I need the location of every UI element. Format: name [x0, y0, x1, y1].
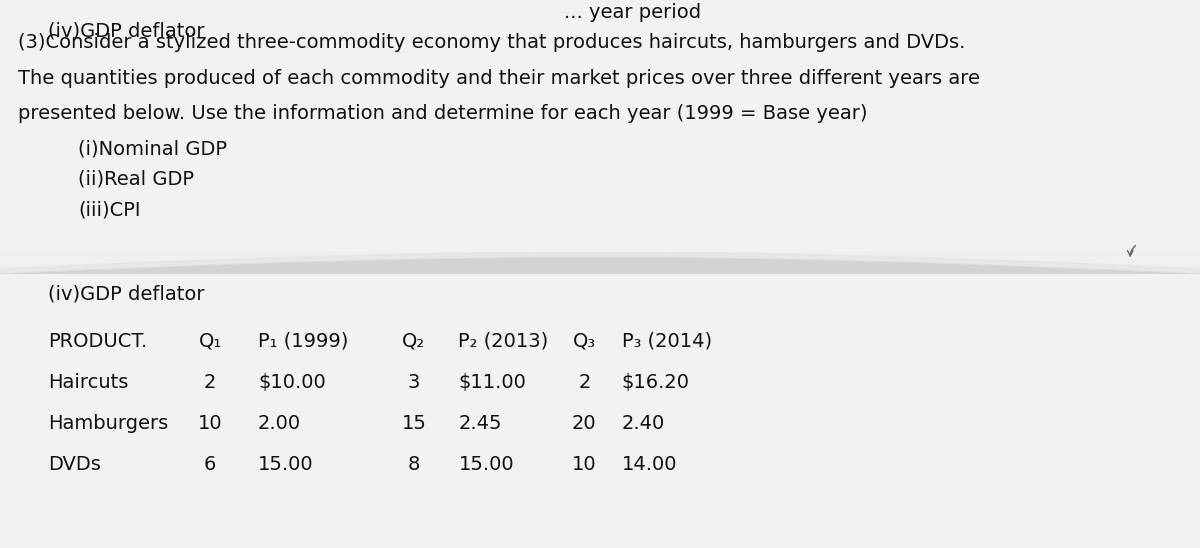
Text: 2: 2	[578, 373, 590, 392]
Text: (iv)GDP deflator: (iv)GDP deflator	[48, 22, 204, 41]
Text: PRODUCT.: PRODUCT.	[48, 332, 148, 351]
Text: (3)Consider a stylized three-commodity economy that produces haircuts, hamburger: (3)Consider a stylized three-commodity e…	[18, 33, 965, 52]
Text: 2.45: 2.45	[458, 414, 502, 433]
Text: 3: 3	[408, 373, 420, 392]
Text: The quantities produced of each commodity and their market prices over three dif: The quantities produced of each commodit…	[18, 68, 980, 88]
Text: P₃ (2014): P₃ (2014)	[622, 332, 712, 351]
Text: 2.40: 2.40	[622, 414, 665, 433]
Text: Q₁: Q₁	[198, 332, 222, 351]
Text: (i)Nominal GDP: (i)Nominal GDP	[78, 140, 227, 159]
Text: Q₃: Q₃	[572, 332, 596, 351]
Text: P₁ (1999): P₁ (1999)	[258, 332, 348, 351]
Text: DVDs: DVDs	[48, 455, 101, 474]
Text: (iv)GDP deflator: (iv)GDP deflator	[48, 285, 204, 304]
Text: 15: 15	[402, 414, 426, 433]
Text: presented below. Use the information and determine for each year (1999 = Base ye: presented below. Use the information and…	[18, 104, 868, 123]
Text: $10.00: $10.00	[258, 373, 325, 392]
Text: $11.00: $11.00	[458, 373, 527, 392]
FancyBboxPatch shape	[0, 0, 1200, 252]
Text: 10: 10	[198, 414, 222, 433]
Text: (ii)Real GDP: (ii)Real GDP	[78, 170, 194, 189]
Text: Hamburgers: Hamburgers	[48, 414, 168, 433]
Text: 15.00: 15.00	[458, 455, 514, 474]
Text: $16.20: $16.20	[622, 373, 690, 392]
Text: 14.00: 14.00	[622, 455, 677, 474]
Text: 8: 8	[408, 455, 420, 474]
Text: Haircuts: Haircuts	[48, 373, 128, 392]
Text: 20: 20	[572, 414, 596, 433]
Text: Q₂: Q₂	[402, 332, 426, 351]
Text: 2.00: 2.00	[258, 414, 301, 433]
Text: 15.00: 15.00	[258, 455, 313, 474]
Text: 6: 6	[204, 455, 216, 474]
Text: (iii)CPI: (iii)CPI	[78, 200, 140, 219]
FancyBboxPatch shape	[0, 274, 1200, 548]
Text: 2: 2	[204, 373, 216, 392]
Text: 10: 10	[572, 455, 596, 474]
Text: P₂ (2013): P₂ (2013)	[458, 332, 548, 351]
Text: ... year period: ... year period	[564, 3, 701, 22]
